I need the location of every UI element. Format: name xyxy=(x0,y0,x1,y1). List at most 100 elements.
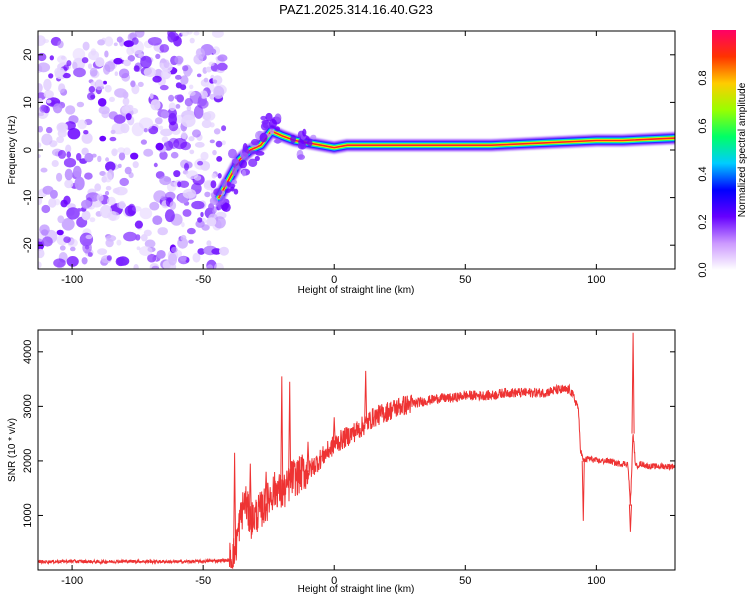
noise-blob xyxy=(206,264,213,269)
noise-blob xyxy=(52,103,63,114)
ridge-blob xyxy=(241,169,246,177)
noise-blob xyxy=(153,162,158,168)
noise-blob xyxy=(189,149,195,155)
ridge-blob xyxy=(209,197,219,205)
ridge-blob xyxy=(210,180,217,189)
colorbar-tick-label: 0.2 xyxy=(697,214,709,229)
noise-blob xyxy=(149,93,154,100)
noise-blob xyxy=(95,57,105,68)
noise-blob xyxy=(193,105,204,119)
noise-blob xyxy=(48,198,57,208)
noise-blob xyxy=(160,128,173,137)
ridge-blob xyxy=(269,127,275,135)
noise-blob xyxy=(122,97,130,106)
x-tick-label: 0 xyxy=(331,575,337,587)
noise-blob xyxy=(57,149,67,159)
snr-axes-frame xyxy=(37,329,676,571)
noise-blob xyxy=(151,265,160,269)
ridge-blob xyxy=(232,158,239,164)
noise-blob xyxy=(107,196,116,206)
ridge-blob xyxy=(255,151,265,156)
noise-blob xyxy=(67,128,81,140)
noise-blob xyxy=(126,46,135,56)
noise-blob xyxy=(159,175,172,186)
noise-blob xyxy=(70,246,76,252)
noise-blob xyxy=(112,187,120,194)
noise-blob xyxy=(120,116,125,122)
noise-blob xyxy=(219,246,229,256)
noise-blob xyxy=(89,67,98,77)
noise-blob xyxy=(185,170,199,180)
noise-blob xyxy=(217,173,222,179)
noise-blob xyxy=(73,67,86,78)
noise-blob xyxy=(38,62,51,73)
spectrogram-ridge xyxy=(208,112,675,214)
noise-blob xyxy=(90,48,97,56)
noise-blob xyxy=(192,129,201,138)
noise-blob xyxy=(89,217,96,223)
noise-blob xyxy=(186,31,193,35)
noise-blob xyxy=(81,57,89,64)
noise-blob xyxy=(182,65,189,72)
noise-blob xyxy=(212,46,221,56)
snr-spike xyxy=(628,504,632,532)
spectrogram-x-ticks: -100 -50 0 50 100 xyxy=(61,31,606,286)
snr-spike xyxy=(248,463,252,521)
ridge-blob xyxy=(259,132,268,143)
noise-blob xyxy=(171,246,178,253)
noise-blob xyxy=(50,143,56,148)
noise-blob xyxy=(147,37,162,46)
noise-blob xyxy=(133,65,140,72)
noise-blob xyxy=(48,73,54,79)
noise-blob xyxy=(66,60,72,67)
ridge-blob xyxy=(254,155,260,162)
noise-blob xyxy=(109,136,117,142)
noise-blob xyxy=(118,152,126,161)
noise-blob xyxy=(187,227,196,235)
noise-blob xyxy=(159,62,164,68)
noise-blob xyxy=(201,119,212,129)
noise-blob xyxy=(38,112,44,117)
noise-blob xyxy=(209,122,215,128)
y-tick-label: 4000 xyxy=(22,340,34,364)
noise-blob xyxy=(117,163,122,168)
noise-blob xyxy=(84,152,94,163)
noise-blob xyxy=(143,67,157,78)
colorbar-tick-label: 0.8 xyxy=(697,70,709,85)
ridge-blob xyxy=(260,122,269,131)
noise-blob xyxy=(118,200,126,209)
noise-blob xyxy=(134,220,143,229)
noise-blob xyxy=(57,40,64,49)
noise-blob xyxy=(199,90,208,99)
noise-blob xyxy=(43,78,52,91)
noise-blob xyxy=(133,264,139,269)
noise-blob xyxy=(116,239,122,246)
snr-y-ticks: 1000 2000 3000 4000 xyxy=(22,340,675,528)
noise-blob xyxy=(179,180,190,188)
noise-blob xyxy=(74,176,85,191)
y-tick-label: -10 xyxy=(22,190,34,206)
ridge-blob xyxy=(310,134,317,140)
noise-blob xyxy=(83,130,89,135)
noise-blob xyxy=(216,62,228,71)
noise-blob xyxy=(96,193,104,202)
noise-blob xyxy=(41,204,51,214)
noise-blob xyxy=(197,217,203,223)
noise-blob xyxy=(61,218,75,231)
noise-blob xyxy=(109,96,115,102)
noise-blob xyxy=(81,199,91,209)
x-tick-label: -50 xyxy=(195,575,211,587)
x-tick-label: 50 xyxy=(459,575,471,587)
noise-blob xyxy=(100,204,112,219)
spectrogram-y-ticks: -20 -10 0 10 20 xyxy=(22,49,675,253)
noise-blob xyxy=(101,110,110,119)
snr-panel: -100 -50 0 50 100 1000 2000 3000 4000 Height of… xyxy=(7,329,676,595)
noise-blob xyxy=(169,201,177,210)
noise-blob xyxy=(158,125,164,131)
noise-blob xyxy=(170,151,179,159)
noise-blob xyxy=(186,105,192,112)
noise-blob xyxy=(97,39,106,46)
noise-blob xyxy=(57,215,65,224)
noise-blob xyxy=(160,110,170,119)
noise-blob xyxy=(200,211,204,218)
